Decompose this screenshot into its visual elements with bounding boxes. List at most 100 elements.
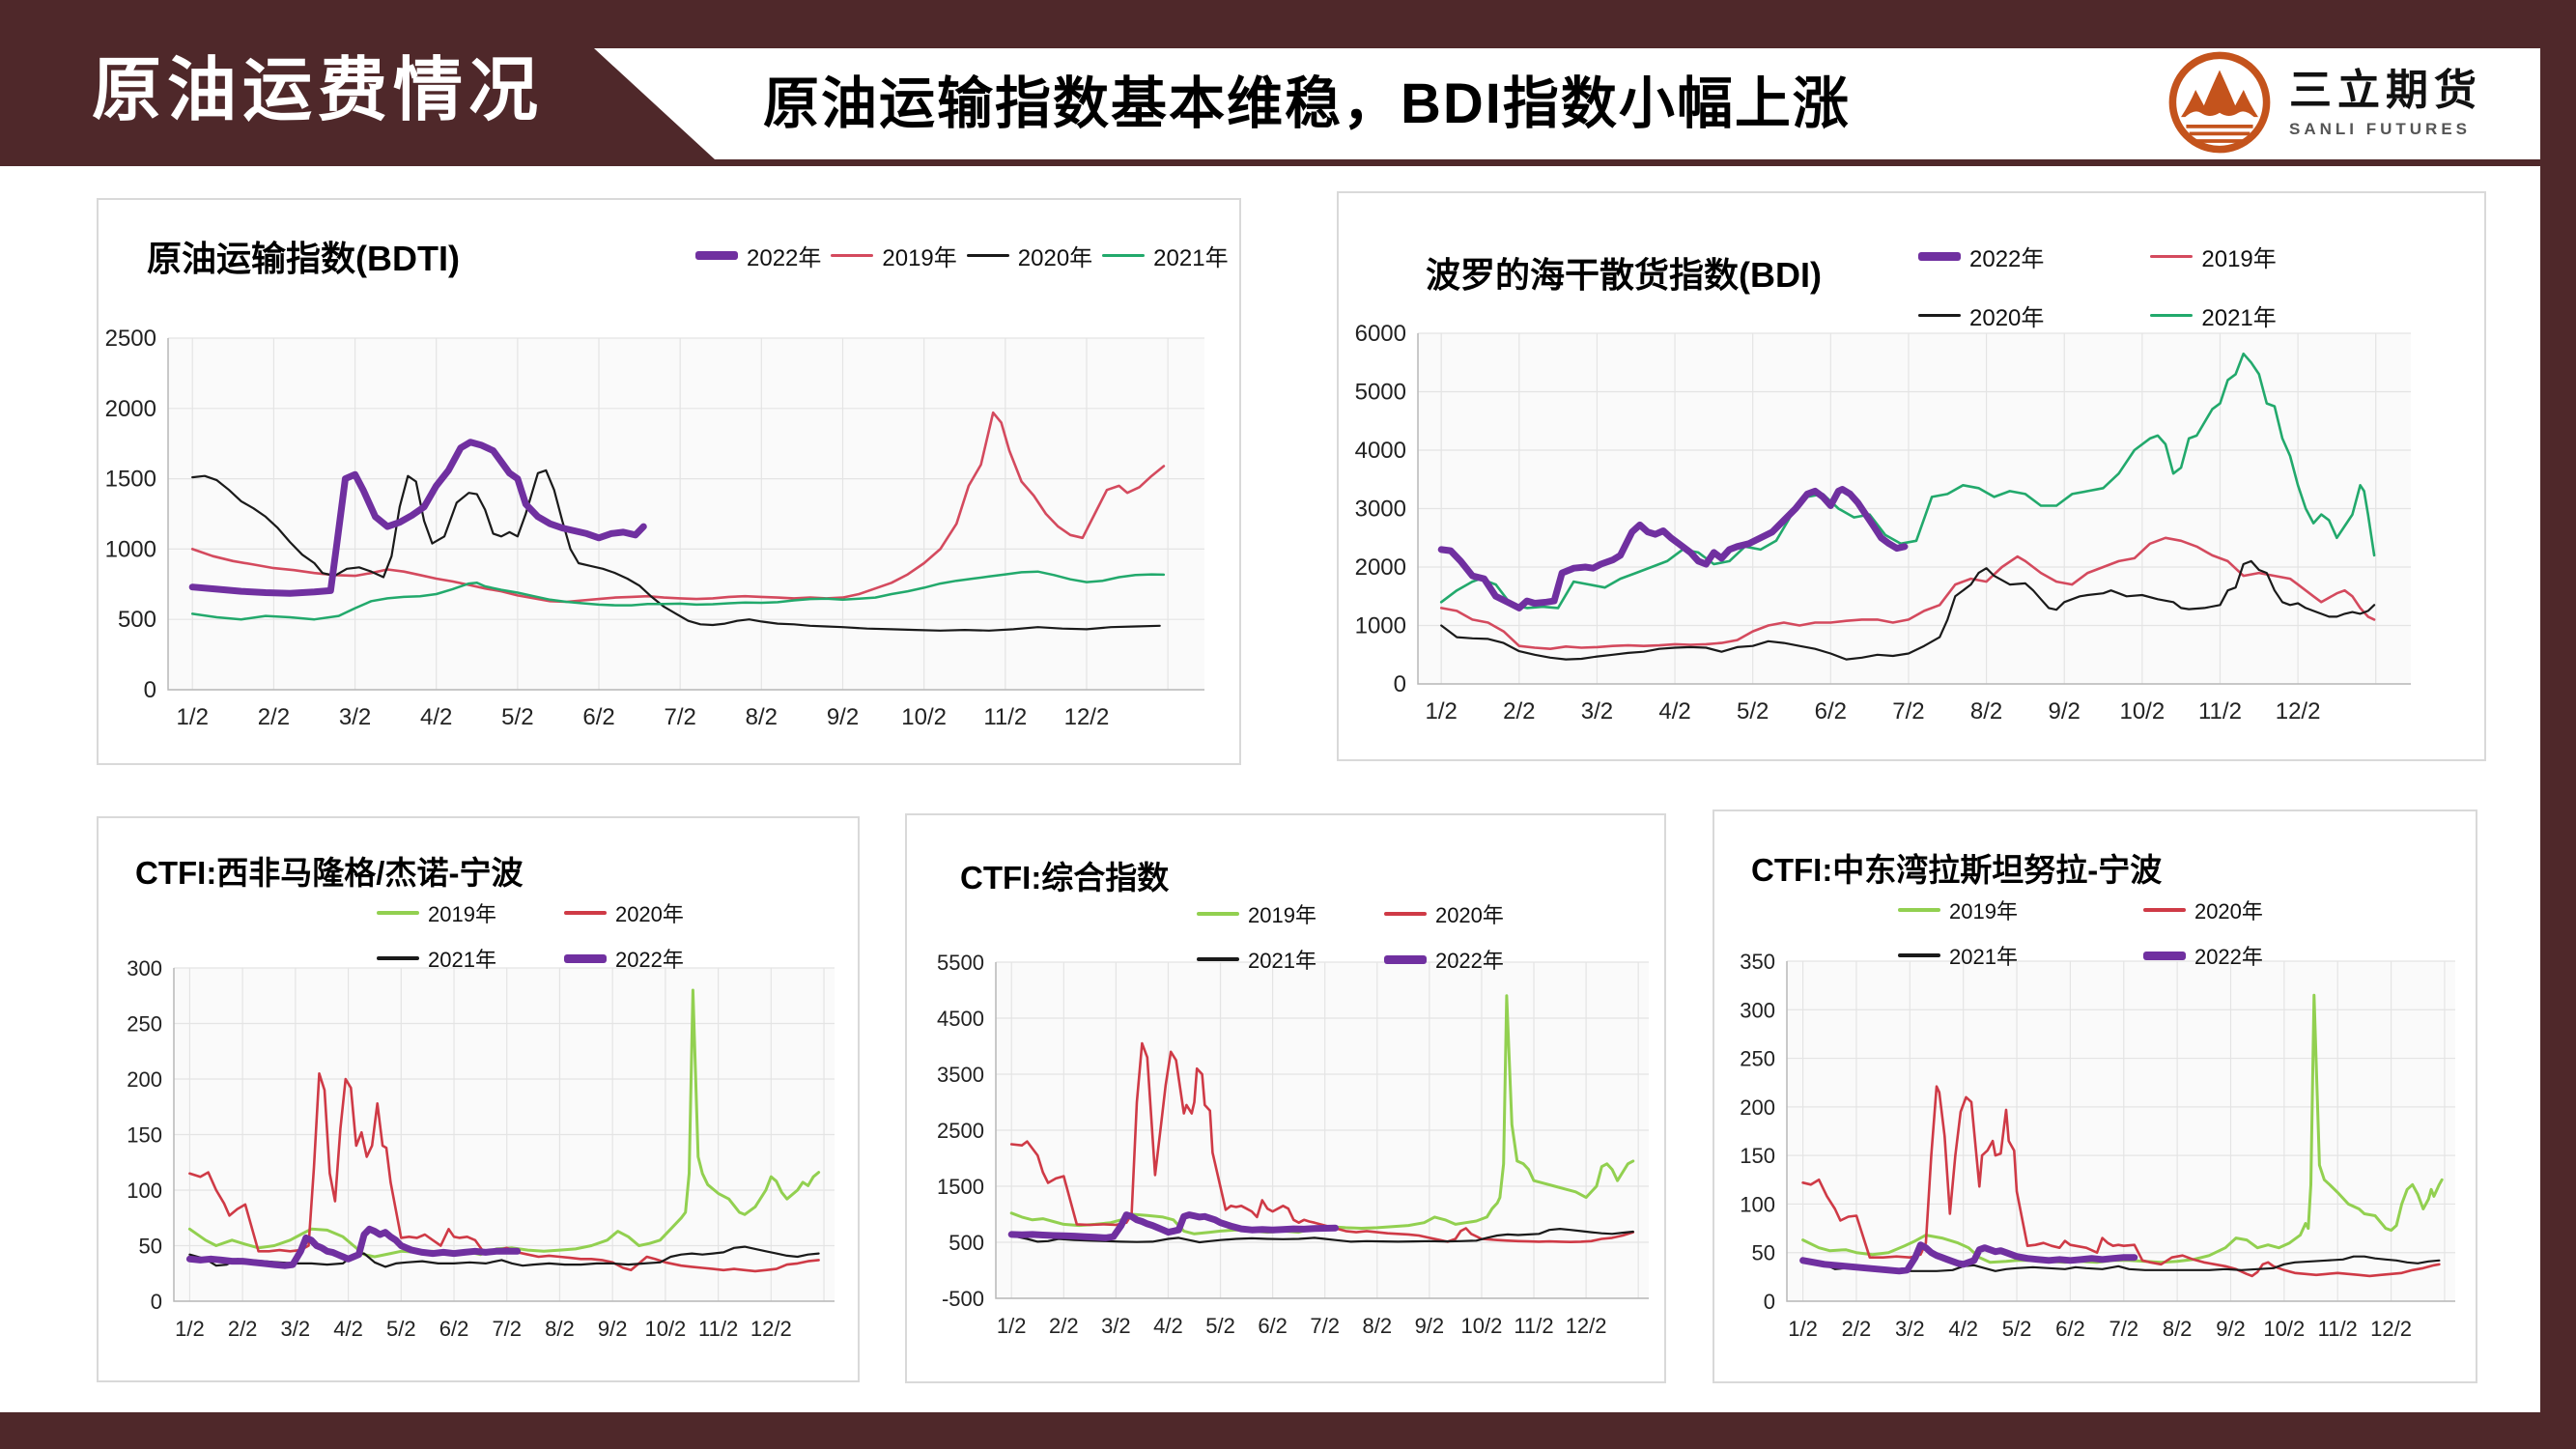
x-tick-label: 5/2	[1737, 698, 1769, 724]
x-tick-label: 1/2	[997, 1314, 1027, 1338]
legend-swatch	[966, 253, 1009, 258]
legend-swatch	[1197, 957, 1239, 961]
legend-swatch	[1918, 252, 1961, 261]
legend-label: 2019年	[1949, 899, 2018, 923]
legend-label: 2022年	[1434, 949, 1504, 973]
y-tick-label: 50	[1752, 1241, 1775, 1265]
legend-swatch	[1898, 908, 1940, 912]
series-line-2022年	[1007, 1211, 1339, 1241]
legend-swatch	[377, 911, 419, 915]
series-line-2022年	[1799, 1241, 2138, 1275]
y-tick-label: -500	[942, 1287, 984, 1311]
legend-swatch	[1102, 253, 1146, 258]
legend-bdi: 2022年 2019年 2020年 2021年	[1918, 240, 2277, 332]
legend-label: 2021年	[428, 948, 496, 972]
header-band: 原油运费情况 原油运输指数基本维稳，BDI指数小幅上涨 三立期货 SANLI F…	[0, 0, 2576, 166]
y-tick-label: 0	[1764, 1290, 1775, 1314]
chart-panel-bdti: 0 500 1000 1500 2000 2500 1/2 2/2 3/2 4/2 5/2 6/2 7/…	[97, 198, 1241, 765]
y-tick-label: 300	[1740, 998, 1775, 1022]
x-tick-label: 10/2	[2119, 698, 2165, 724]
x-tick-label: 6/2	[1258, 1314, 1288, 1338]
legend-item-2021年: 2021年	[377, 943, 496, 974]
x-tick-label: 2/2	[258, 704, 290, 730]
legend-item-2020年: 2020年	[966, 239, 1092, 272]
legend-label: 2021年	[1153, 245, 1229, 271]
y-tick-label: 4500	[937, 1007, 984, 1031]
y-tick-label: 250	[127, 1012, 162, 1037]
y-tick-label: 5000	[1355, 380, 1406, 406]
legend-item-2022年: 2022年	[2142, 940, 2263, 971]
x-tick-label: 5/2	[501, 704, 533, 730]
y-tick-label: 1000	[105, 536, 156, 562]
page-title: 原油运费情况	[92, 48, 545, 130]
x-tick-label: 3/2	[1101, 1314, 1131, 1338]
legend-item-2019年: 2019年	[2150, 240, 2277, 273]
x-tick-label: 3/2	[1581, 698, 1613, 724]
x-tick-label: 2/2	[1049, 1314, 1079, 1338]
legend-swatch	[1197, 912, 1239, 916]
chart-panel-ctfi-composite: -500 500 1500 2500 3500 4500 5500 1/2 2/2 3/2 4/2 5…	[905, 813, 1666, 1383]
chart-panel-ctfi-middle-east: 0 50 100 150 200 250 300 350 1/2 2/2 3/2 4/2 5/2 6/2 7…	[1713, 810, 2477, 1383]
legend-item-2022年: 2022年	[563, 943, 684, 974]
x-tick-label: 7/2	[2109, 1317, 2138, 1341]
y-tick-label: 0	[151, 1290, 162, 1314]
x-tick-label: 6/2	[2055, 1317, 2085, 1341]
x-tick-label: 10/2	[1461, 1314, 1503, 1338]
x-tick-label: 8/2	[1970, 698, 2002, 724]
legend-item-2022年: 2022年	[695, 239, 821, 272]
x-tick-label: 12/2	[2276, 698, 2321, 724]
chart-title-ctfi-composite: CTFI:综合指数	[960, 860, 1170, 895]
x-tick-label: 1/2	[1426, 698, 1458, 724]
legend-label: 2021年	[2201, 305, 2277, 331]
x-tick-label: 11/2	[983, 704, 1027, 730]
legend-item-2019年: 2019年	[1197, 898, 1316, 929]
legend-label: 2022年	[1969, 246, 2045, 272]
chart-title-bdti: 原油运输指数(BDTI)	[147, 239, 460, 278]
legend-label: 2022年	[614, 948, 684, 972]
series-line-2019年	[187, 988, 821, 1259]
series-line-2022年	[1437, 486, 1909, 611]
legend-label: 2019年	[882, 245, 957, 271]
legend-label: 2020年	[614, 902, 684, 926]
y-tick-label: 150	[1740, 1144, 1775, 1168]
bdti-line-chart: 0 500 1000 1500 2000 2500 1/2 2/2 3/2 4/2 5/2 6/2 7/…	[105, 326, 1204, 730]
y-tick-label: 100	[127, 1179, 162, 1203]
x-tick-label: 9/2	[598, 1317, 628, 1341]
x-tick-label: 5/2	[386, 1317, 416, 1341]
legend-swatch	[2142, 908, 2186, 912]
ctfi-middle-east-line-chart: 0 50 100 150 200 250 300 350 1/2 2/2 3/2 4/2 5/2 6/2 7…	[1740, 950, 2455, 1341]
series-line-2019年	[1801, 993, 2444, 1264]
company-logo: 三立期货 SANLI FUTURES	[2167, 50, 2482, 155]
logo-name-cn: 三立期货	[2289, 67, 2482, 114]
y-tick-label: 5500	[937, 951, 984, 975]
header-banner: 原油运输指数基本维稳，BDI指数小幅上涨 三立期货 SANLI FUTURES	[594, 48, 2540, 159]
legend-item-2021年: 2021年	[2150, 298, 2277, 332]
legend-item-2020年: 2020年	[2142, 895, 2263, 925]
legend-item-2019年: 2019年	[377, 897, 496, 928]
x-tick-label: 4/2	[333, 1317, 363, 1341]
y-tick-label: 300	[127, 956, 162, 980]
x-tick-label: 10/2	[901, 704, 947, 730]
x-tick-label: 12/2	[1064, 704, 1110, 730]
y-tick-label: 2500	[105, 326, 156, 352]
legend-item-2019年: 2019年	[1898, 895, 2018, 925]
x-tick-label: 4/2	[1658, 698, 1690, 724]
x-tick-label: 9/2	[2216, 1317, 2246, 1341]
y-tick-label: 2500	[937, 1119, 984, 1143]
legend-swatch	[377, 956, 419, 960]
legend-ctfi-west-africa: 2019年 2020年 2021年 2022年	[377, 897, 684, 974]
chart-title-ctfi-west-africa: CTFI:西非马隆格/杰诺-宁波	[135, 855, 524, 891]
y-tick-label: 50	[139, 1235, 162, 1259]
x-tick-label: 9/2	[1415, 1314, 1445, 1338]
x-tick-label: 7/2	[1892, 698, 1924, 724]
series-line-2019年	[1439, 536, 2376, 651]
x-tick-label: 7/2	[1310, 1314, 1340, 1338]
series-line-2022年	[185, 1225, 522, 1269]
legend-item-2021年: 2021年	[1102, 239, 1229, 272]
legend-swatch	[1918, 313, 1961, 318]
x-tick-label: 4/2	[1948, 1317, 1978, 1341]
legend-label: 2022年	[747, 245, 822, 271]
legend-swatch	[1383, 954, 1427, 964]
series-line-2021年	[1010, 1228, 1634, 1244]
legend-label: 2020年	[1969, 305, 2045, 331]
